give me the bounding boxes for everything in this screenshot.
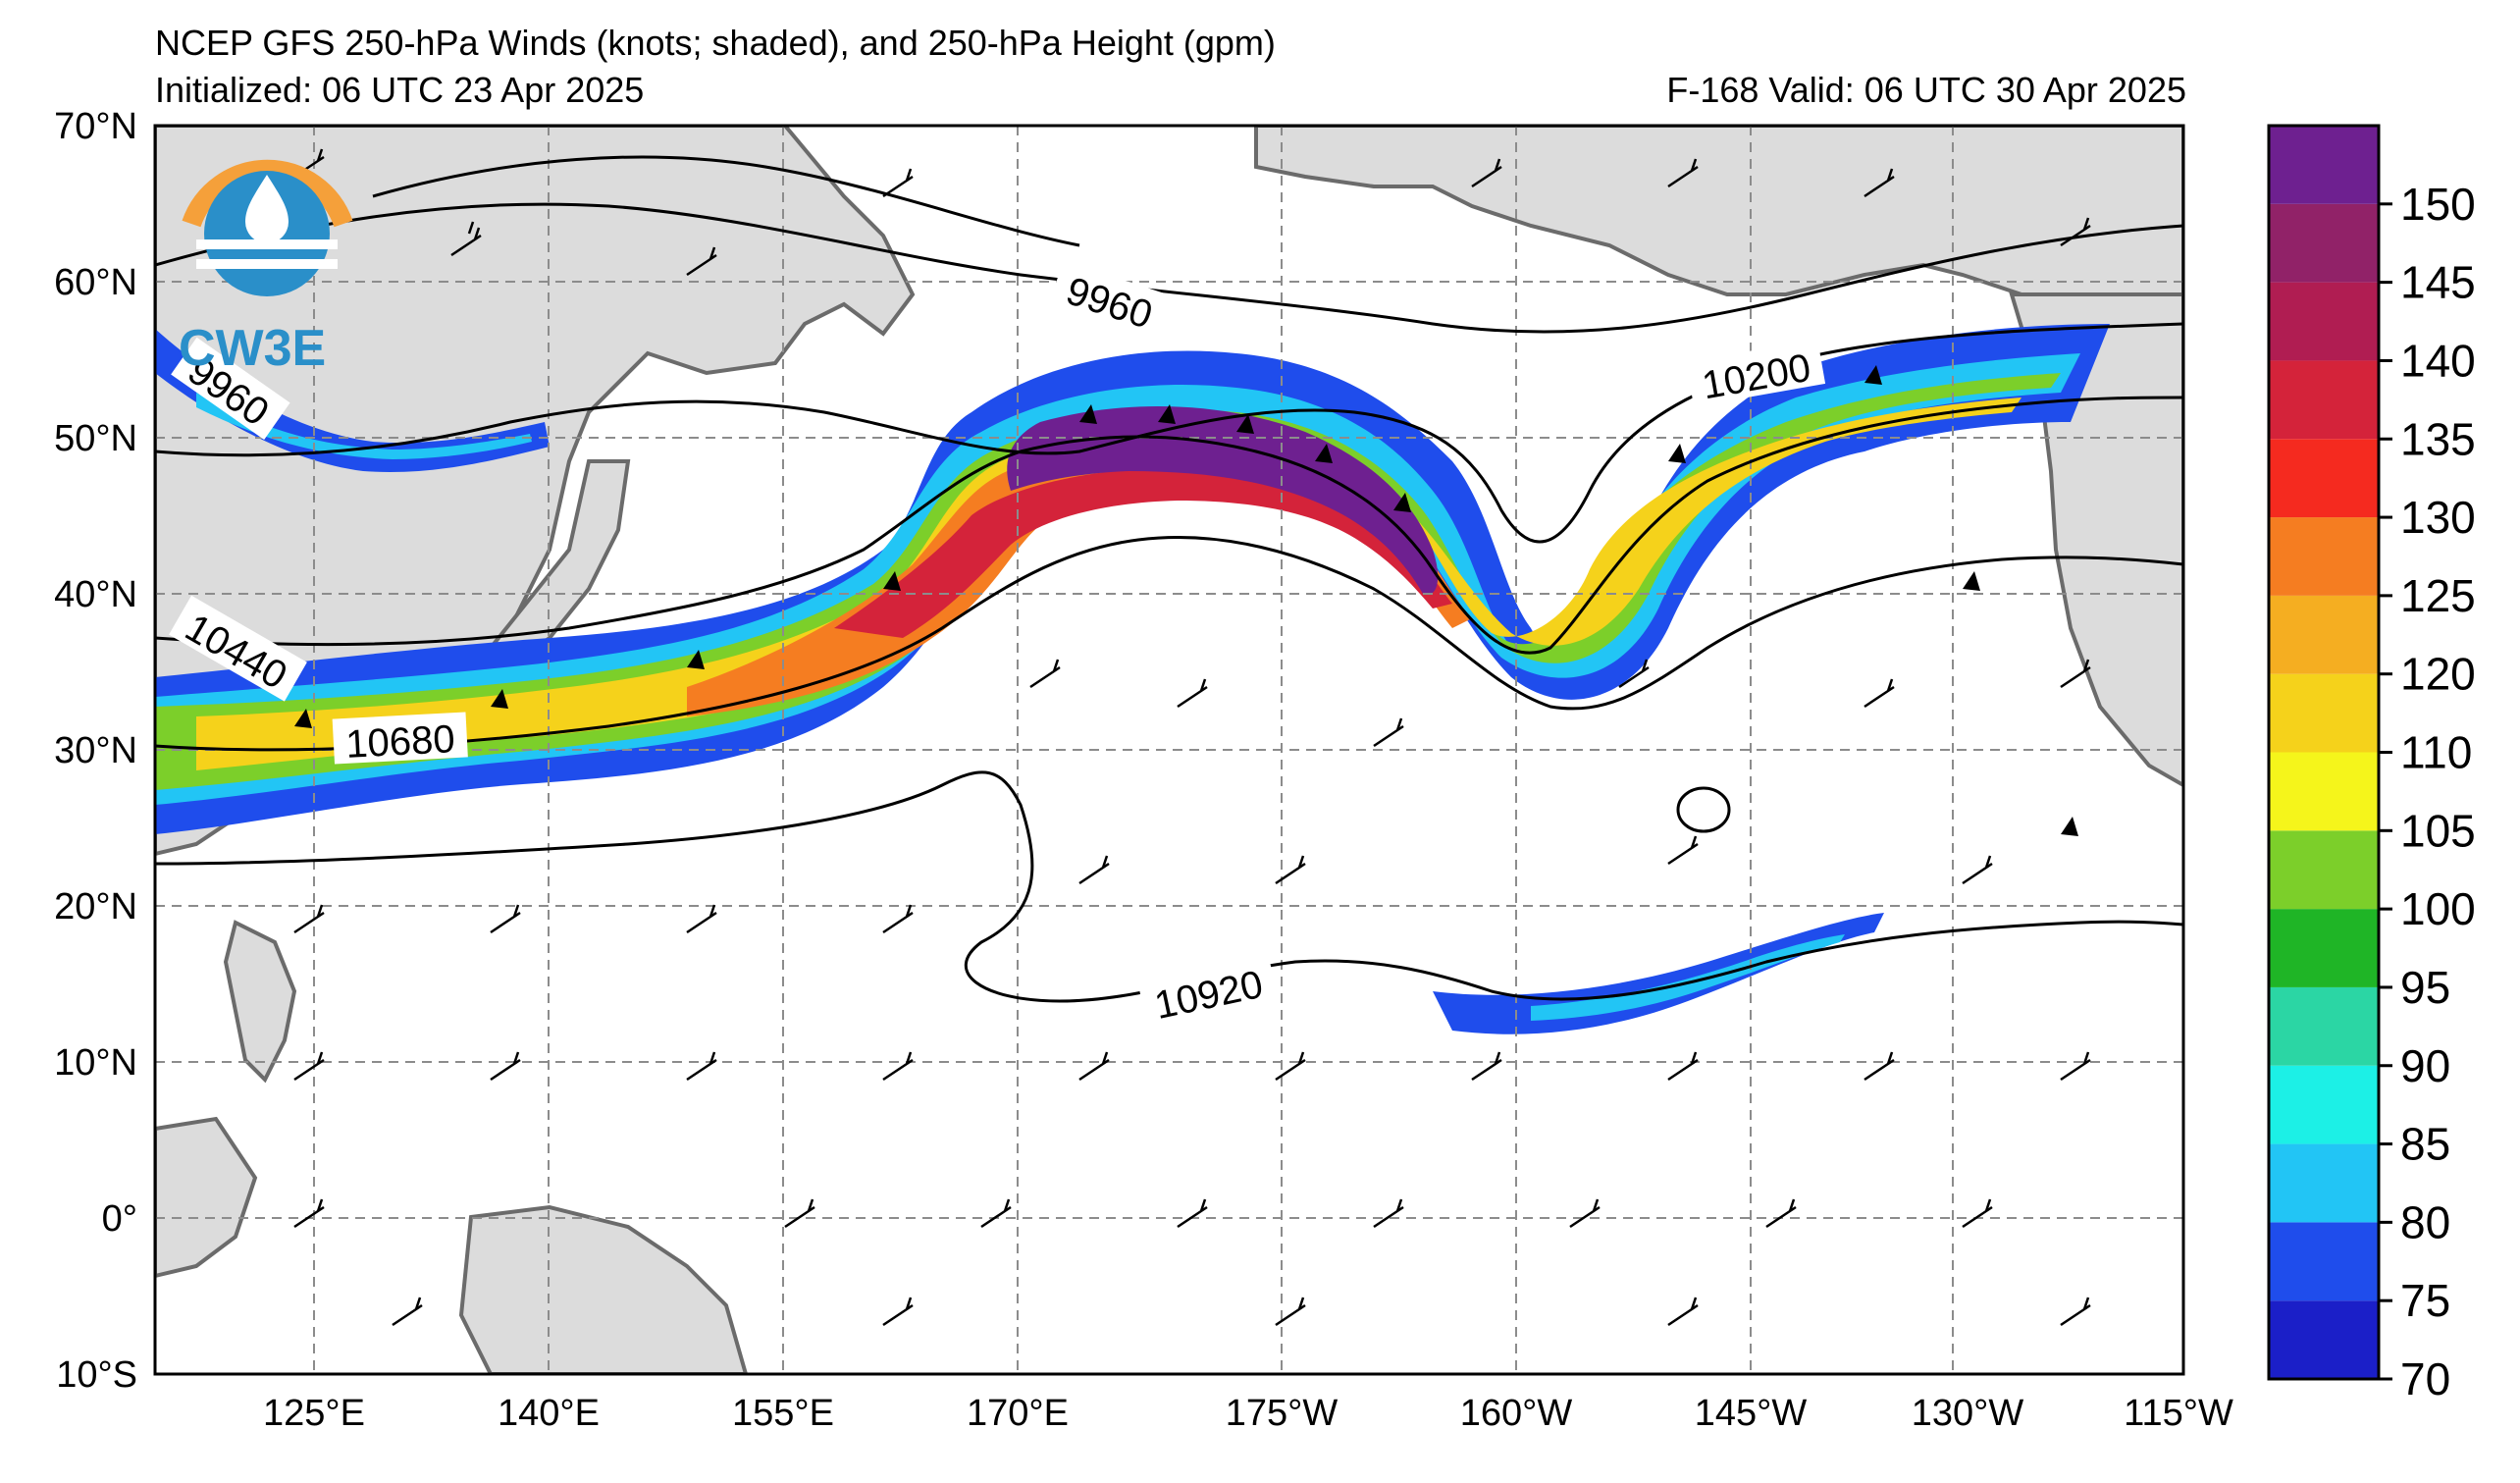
valid-time: F-168 Valid: 06 UTC 30 Apr 2025 bbox=[1666, 70, 2186, 110]
colorbar-label: 120 bbox=[2400, 649, 2476, 700]
colorbar-swatch bbox=[2269, 1300, 2379, 1379]
logo-drop-icon bbox=[245, 175, 289, 243]
lat-label: 30°N bbox=[54, 730, 137, 771]
lat-label: 60°N bbox=[54, 262, 137, 303]
colorbar-label: 85 bbox=[2400, 1119, 2450, 1170]
lat-label: 70°N bbox=[54, 106, 137, 147]
contour-9960 bbox=[155, 202, 2183, 334]
colorbar-label: 125 bbox=[2400, 570, 2476, 621]
lon-label: 160°W bbox=[1460, 1393, 1573, 1434]
contour-label-10680: 10680 bbox=[344, 717, 455, 767]
colorbar-label: 100 bbox=[2400, 883, 2476, 934]
map-content bbox=[155, 126, 2183, 1374]
land-philippines bbox=[223, 920, 297, 1084]
lat-label: 20°N bbox=[54, 886, 137, 927]
jet-subtropical bbox=[1433, 913, 1884, 1034]
colorbar-swatch bbox=[2269, 1143, 2379, 1223]
lon-label: 130°W bbox=[1912, 1393, 2024, 1434]
chart-title: NCEP GFS 250-hPa Winds (knots; shaded), … bbox=[155, 23, 1276, 63]
land-borneo bbox=[155, 1116, 258, 1279]
colorbar-swatch bbox=[2269, 752, 2379, 831]
lon-label: 175°W bbox=[1226, 1393, 1339, 1434]
colorbar-swatch bbox=[2269, 360, 2379, 440]
lat-label: 10°N bbox=[54, 1042, 137, 1084]
contour-10920 bbox=[155, 770, 2183, 1003]
lon-label: 115°W bbox=[2124, 1393, 2233, 1434]
lat-label: 40°N bbox=[54, 574, 137, 615]
lon-labels: 125°E 140°E 155°E 170°E 175°W 160°W 145°… bbox=[263, 1393, 2233, 1434]
colorbar-swatch bbox=[2269, 282, 2379, 361]
jet-red-band bbox=[834, 466, 1452, 638]
land-new-guinea bbox=[458, 1204, 749, 1374]
jet-purple-core bbox=[1007, 405, 1439, 595]
colorbar-swatch bbox=[2269, 595, 2379, 674]
map-frame bbox=[153, 124, 2185, 1376]
colorbar-label: 145 bbox=[2400, 257, 2476, 308]
colorbar-swatch bbox=[2269, 830, 2379, 910]
lon-label: 155°E bbox=[732, 1393, 834, 1434]
contour-high-cell bbox=[1676, 786, 1731, 833]
colorbar-swatch bbox=[2269, 1065, 2379, 1144]
jet-orange-band bbox=[687, 447, 1472, 716]
colorbar-swatch bbox=[2269, 1222, 2379, 1301]
lat-label: 10°S bbox=[56, 1354, 137, 1396]
colorbar-swatch bbox=[2269, 203, 2379, 283]
colorbar-swatch bbox=[2269, 909, 2379, 987]
colorbar-swatch bbox=[2269, 986, 2379, 1066]
contour-10440 bbox=[155, 396, 2183, 655]
height-contours bbox=[155, 155, 2183, 1003]
cw3e-logo: CW3E bbox=[179, 159, 353, 377]
jet-pennants bbox=[294, 365, 2078, 836]
colorbar-label: 130 bbox=[2400, 492, 2476, 543]
lon-label: 125°E bbox=[263, 1393, 365, 1434]
lat-labels: 70°N 60°N 50°N 40°N 30°N 20°N 10°N 0° 10… bbox=[54, 106, 137, 1396]
jet-yellow-band bbox=[196, 397, 2021, 770]
colorbar-label: 95 bbox=[2400, 962, 2450, 1013]
colorbar: 70 75 80 85 90 95 100 105 110 120 125 130 135 140 145 1… bbox=[2267, 124, 2476, 1404]
wind-barbs bbox=[293, 148, 2091, 1327]
jet-subtropical-inner bbox=[1531, 934, 1845, 1021]
colorbar-label: 75 bbox=[2400, 1275, 2450, 1326]
jet-shading bbox=[155, 324, 2110, 1034]
logo-text: CW3E bbox=[179, 320, 326, 377]
contour-9960-north bbox=[372, 155, 1080, 247]
contour-10680 bbox=[155, 535, 2183, 752]
colorbar-label: 150 bbox=[2400, 179, 2476, 230]
lon-label: 170°E bbox=[967, 1393, 1069, 1434]
lat-label: 0° bbox=[102, 1198, 137, 1240]
colorbar-label: 70 bbox=[2400, 1353, 2450, 1404]
colorbar-label: 135 bbox=[2400, 413, 2476, 464]
colorbar-swatch bbox=[2269, 673, 2379, 753]
colorbar-label: 110 bbox=[2400, 727, 2472, 778]
lat-label: 50°N bbox=[54, 418, 137, 459]
colorbar-label: 105 bbox=[2400, 805, 2476, 856]
colorbar-label: 140 bbox=[2400, 335, 2476, 386]
init-time: Initialized: 06 UTC 23 Apr 2025 bbox=[155, 70, 645, 110]
colorbar-swatch bbox=[2269, 126, 2379, 204]
colorbar-label: 90 bbox=[2400, 1040, 2450, 1091]
lon-label: 145°W bbox=[1695, 1393, 1808, 1434]
logo-sun-arc-icon bbox=[182, 159, 353, 228]
lon-label: 140°E bbox=[498, 1393, 600, 1434]
colorbar-swatch bbox=[2269, 439, 2379, 518]
gridlines bbox=[155, 126, 2183, 1374]
colorbar-swatch bbox=[2269, 517, 2379, 596]
colorbar-label: 80 bbox=[2400, 1196, 2450, 1247]
